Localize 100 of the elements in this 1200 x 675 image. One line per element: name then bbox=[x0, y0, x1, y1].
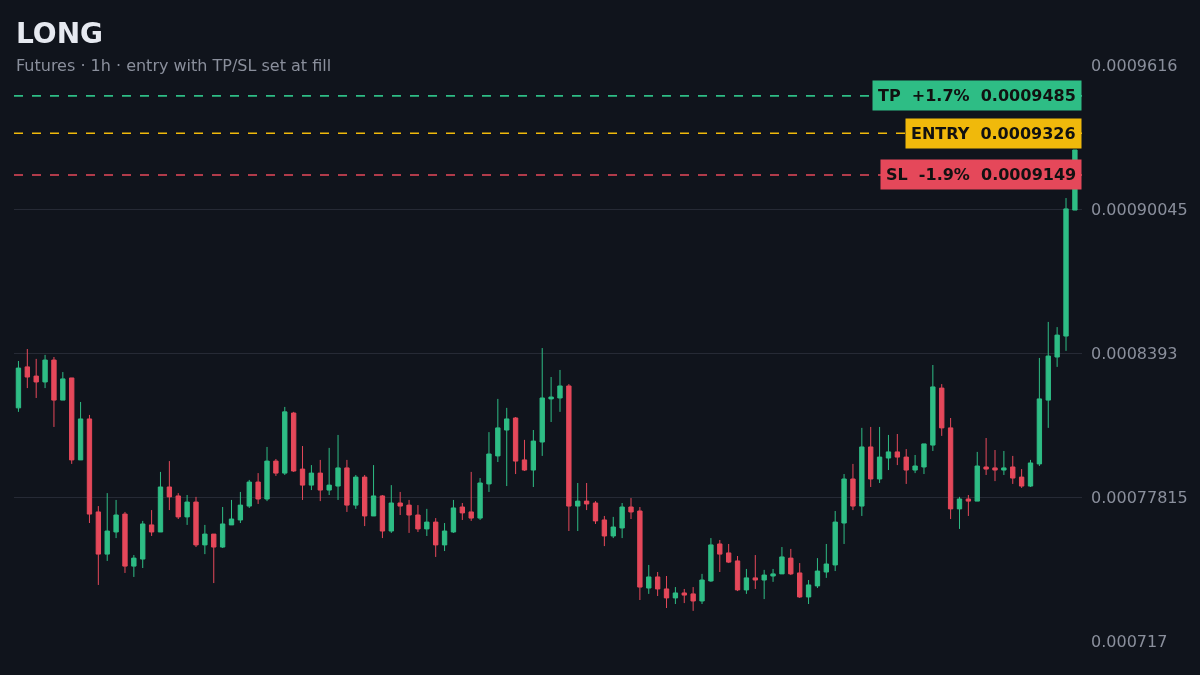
candlestick bbox=[157, 471, 164, 533]
candlestick bbox=[539, 347, 545, 457]
candlestick bbox=[388, 484, 394, 534]
candlestick bbox=[95, 505, 102, 586]
candlestick bbox=[477, 477, 483, 521]
candlestick bbox=[947, 417, 954, 520]
candlestick bbox=[1027, 459, 1034, 488]
candlestick bbox=[33, 358, 39, 399]
candlestick bbox=[335, 434, 341, 501]
candlestick bbox=[912, 454, 918, 474]
ref-line-label: SL -1.9% 0.0009149 bbox=[886, 165, 1077, 184]
y-tick-label: 0.000717 bbox=[1091, 631, 1168, 651]
candlestick bbox=[761, 569, 767, 600]
candlestick bbox=[690, 586, 696, 612]
candlestick bbox=[752, 554, 758, 590]
candlestick bbox=[583, 482, 590, 511]
candlestick bbox=[1063, 197, 1069, 352]
candlestick bbox=[734, 555, 741, 592]
candlestick bbox=[60, 371, 66, 401]
candlestick bbox=[850, 463, 856, 511]
candlestick bbox=[903, 448, 909, 485]
candlestick bbox=[637, 506, 643, 601]
candlestick bbox=[459, 502, 465, 521]
chart-subtitle: Futures · 1h · entry with TP/SL set at fill bbox=[16, 56, 332, 75]
candlestick bbox=[486, 431, 492, 493]
candlestick bbox=[344, 459, 350, 513]
candlestick bbox=[131, 554, 137, 578]
candlestick bbox=[610, 516, 616, 539]
candlestick bbox=[876, 426, 883, 484]
candlestick bbox=[219, 506, 226, 549]
candlestick bbox=[770, 568, 776, 583]
candlestick bbox=[921, 443, 927, 475]
candlestick bbox=[397, 491, 403, 516]
candlestick bbox=[433, 517, 439, 558]
candlestick bbox=[273, 458, 279, 477]
candlestick bbox=[308, 464, 315, 491]
candlestick bbox=[148, 509, 155, 537]
candlestick bbox=[672, 586, 679, 605]
candlestick bbox=[575, 482, 581, 532]
candlestick bbox=[814, 557, 821, 589]
candlestick bbox=[885, 434, 892, 471]
candlestick bbox=[530, 429, 537, 488]
candlestick bbox=[184, 494, 190, 526]
candlestick bbox=[521, 439, 528, 472]
candlestick bbox=[495, 398, 501, 463]
candlestick bbox=[992, 449, 998, 482]
candlestick bbox=[601, 515, 608, 547]
candlestick bbox=[504, 407, 510, 487]
candlestick bbox=[868, 426, 874, 488]
candlestick bbox=[725, 543, 732, 564]
candlestick bbox=[69, 377, 75, 465]
candlestick bbox=[299, 445, 306, 501]
candlestick bbox=[1045, 321, 1051, 429]
candlestick bbox=[424, 508, 430, 537]
ref-line-label: TP +1.7% 0.0009485 bbox=[878, 86, 1076, 105]
candlestick bbox=[548, 376, 554, 423]
candlestick bbox=[956, 496, 963, 530]
candlestick bbox=[1001, 450, 1007, 476]
candlestick bbox=[237, 491, 244, 524]
y-tick-label: 0.0009616 bbox=[1091, 55, 1178, 75]
candlestick bbox=[566, 383, 572, 532]
candlestick bbox=[42, 354, 48, 389]
candlestick bbox=[1018, 468, 1025, 489]
candlestick bbox=[140, 520, 146, 569]
candlestick bbox=[841, 473, 847, 545]
candlestick bbox=[370, 464, 377, 517]
candlestick bbox=[379, 494, 386, 539]
candlestick bbox=[282, 406, 288, 476]
candlestick bbox=[646, 564, 652, 595]
candlestick bbox=[166, 460, 173, 511]
candlestick bbox=[104, 492, 110, 562]
candlestick bbox=[779, 546, 785, 575]
candlestick bbox=[823, 543, 829, 579]
candlestick bbox=[1036, 357, 1043, 467]
candlestick bbox=[24, 348, 30, 389]
candlestick bbox=[362, 474, 368, 527]
candlestick bbox=[317, 459, 323, 502]
candlestick bbox=[175, 492, 181, 520]
candlestick bbox=[450, 499, 457, 534]
candlestick bbox=[797, 562, 803, 599]
candlestick bbox=[681, 588, 687, 604]
candlestick bbox=[264, 446, 270, 502]
candlestick bbox=[699, 573, 705, 605]
candlestick bbox=[743, 568, 750, 595]
ref-line-label: ENTRY 0.0009326 bbox=[911, 124, 1076, 143]
candlestick bbox=[619, 502, 625, 539]
candlestick bbox=[290, 411, 297, 473]
candlestick bbox=[1054, 326, 1060, 368]
candlestick bbox=[468, 471, 474, 522]
candlestick bbox=[193, 496, 199, 548]
candlestick bbox=[77, 401, 84, 461]
candlestick bbox=[353, 474, 359, 510]
candlestick bbox=[592, 500, 599, 525]
candlestick bbox=[894, 433, 901, 466]
candlestick bbox=[211, 533, 217, 584]
candlestick bbox=[557, 369, 563, 413]
candlestick bbox=[663, 575, 670, 609]
candlestick bbox=[708, 537, 714, 583]
candlestick bbox=[654, 571, 661, 597]
chart-title: LONG bbox=[16, 17, 104, 50]
